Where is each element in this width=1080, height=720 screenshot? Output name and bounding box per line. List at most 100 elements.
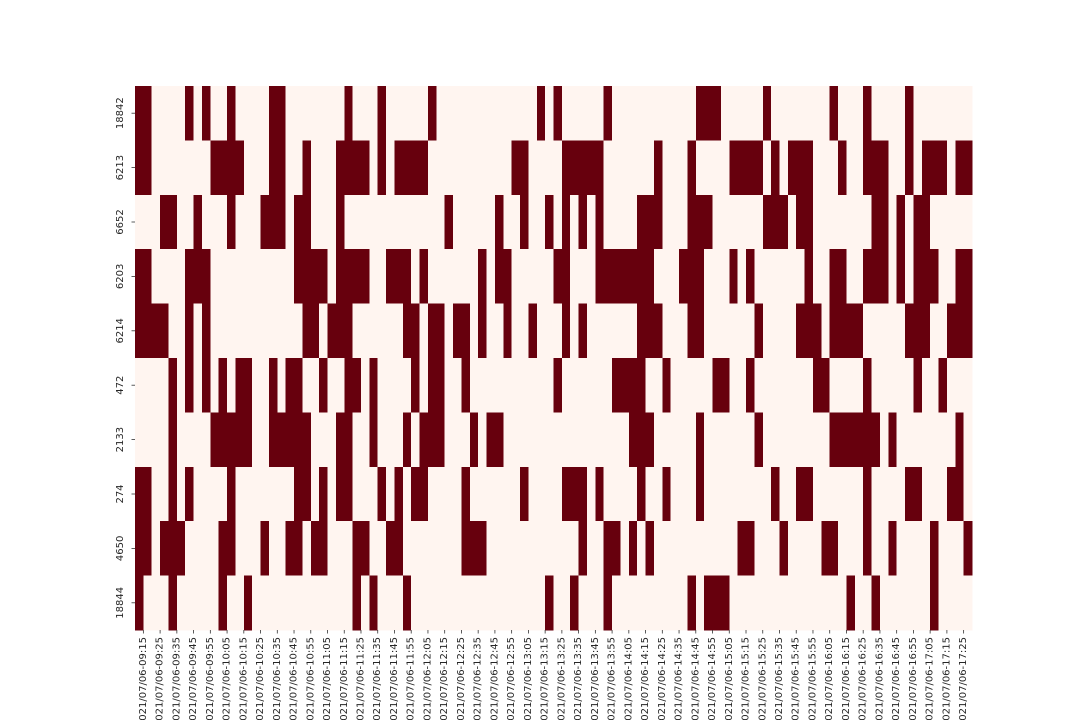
heatmap-cell (645, 140, 655, 196)
heatmap-cell (436, 358, 446, 413)
heatmap-cell (628, 575, 638, 631)
heatmap-cell (612, 466, 622, 522)
heatmap-cell (277, 303, 287, 359)
heatmap-cell (168, 249, 178, 305)
heatmap-cell (268, 575, 278, 631)
heatmap-cell (620, 412, 630, 468)
heatmap-cell (528, 194, 538, 250)
x-tick-label: 2021/07/06-13:35 (573, 637, 584, 720)
heatmap-cell (227, 358, 237, 413)
heatmap-cell (319, 249, 329, 305)
heatmap-cell (243, 575, 253, 631)
x-tick-label: 2021/07/06-15:55 (807, 637, 818, 720)
heatmap-cell (595, 412, 605, 468)
heatmap-cell (310, 303, 320, 359)
heatmap-cell (319, 521, 329, 577)
x-tick-label: 2021/07/06-10:45 (289, 637, 300, 720)
heatmap-cell (963, 194, 973, 250)
heatmap-cell (344, 140, 354, 196)
heatmap-cell (603, 194, 613, 250)
heatmap-cell (637, 521, 647, 577)
heatmap-cell (168, 140, 178, 196)
heatmap-cell (620, 466, 630, 522)
heatmap-cell (955, 412, 965, 468)
heatmap-cell (670, 303, 680, 359)
y-tick-label: 4650 (115, 536, 126, 561)
heatmap-cell (352, 86, 362, 141)
heatmap-cell (151, 521, 161, 577)
heatmap-cell (846, 140, 856, 196)
heatmap-cell (545, 86, 555, 141)
heatmap-cell (528, 466, 538, 522)
x-tick-label: 2021/07/06-14:55 (707, 637, 718, 720)
heatmap-cell (704, 575, 714, 631)
heatmap-cell (143, 140, 153, 196)
x-tick-label: 2021/07/06-10:25 (255, 637, 266, 720)
x-tick-label: 2021/07/06-15:05 (724, 637, 735, 720)
heatmap-cell (796, 194, 806, 250)
heatmap-cell (402, 140, 412, 196)
x-tick-label: 2021/07/06-11:15 (339, 637, 350, 720)
heatmap-cell (235, 358, 245, 413)
x-tick-label: 2021/07/06-16:45 (891, 637, 902, 720)
heatmap-cell (871, 575, 881, 631)
heatmap-cell (377, 249, 387, 305)
heatmap-cell (277, 521, 287, 577)
heatmap-cell (586, 575, 596, 631)
heatmap-cell (570, 466, 580, 522)
heatmap-cell (252, 466, 262, 522)
heatmap-cell (310, 194, 320, 250)
x-tick-label: 2021/07/06-10:55 (305, 637, 316, 720)
heatmap-cell (469, 249, 479, 305)
heatmap-cell (268, 86, 278, 141)
heatmap-cell (695, 86, 705, 141)
heatmap-cell (863, 86, 873, 141)
heatmap-cell (812, 140, 822, 196)
heatmap-cell (135, 466, 144, 522)
heatmap-cell (402, 194, 412, 250)
heatmap-cell (679, 249, 689, 305)
heatmap-cell (586, 358, 596, 413)
heatmap-cell (176, 358, 186, 413)
heatmap-cell (218, 521, 228, 577)
heatmap-cell (946, 86, 956, 141)
heatmap-cell (570, 249, 580, 305)
heatmap-cell (369, 358, 379, 413)
heatmap-cell (227, 140, 237, 196)
heatmap-cell (812, 249, 822, 305)
heatmap-cell (821, 249, 831, 305)
heatmap-cell (771, 358, 781, 413)
heatmap-cell (746, 303, 755, 359)
heatmap-cell (896, 194, 906, 250)
heatmap-cell (352, 575, 362, 631)
heatmap-cell (695, 412, 705, 468)
heatmap-cell (193, 140, 203, 196)
heatmap-cell (913, 140, 923, 196)
heatmap-cell (243, 521, 253, 577)
heatmap-cell (486, 140, 496, 196)
heatmap-cell (327, 412, 337, 468)
heatmap-cell (754, 140, 764, 196)
heatmap-cell (444, 412, 454, 468)
heatmap-cell (553, 466, 563, 522)
heatmap-cell (193, 575, 203, 631)
heatmap-cell (135, 86, 144, 141)
heatmap-cell (955, 466, 965, 522)
heatmap-cell (419, 358, 429, 413)
heatmap-cell (511, 86, 521, 141)
heatmap-cell (319, 86, 329, 141)
heatmap-cell (160, 194, 170, 250)
heatmap-cell (277, 412, 287, 468)
heatmap-cell (620, 575, 630, 631)
heatmap-cell (528, 86, 538, 141)
heatmap-cell (511, 303, 521, 359)
heatmap-cell (670, 575, 680, 631)
heatmap-cell (570, 303, 580, 359)
heatmap-cell (771, 466, 781, 522)
heatmap-cell (210, 194, 220, 250)
heatmap-cell (135, 412, 144, 468)
heatmap-cell (871, 466, 881, 522)
heatmap-cell (394, 86, 404, 141)
heatmap-cell (955, 249, 965, 305)
heatmap-cell (185, 194, 195, 250)
